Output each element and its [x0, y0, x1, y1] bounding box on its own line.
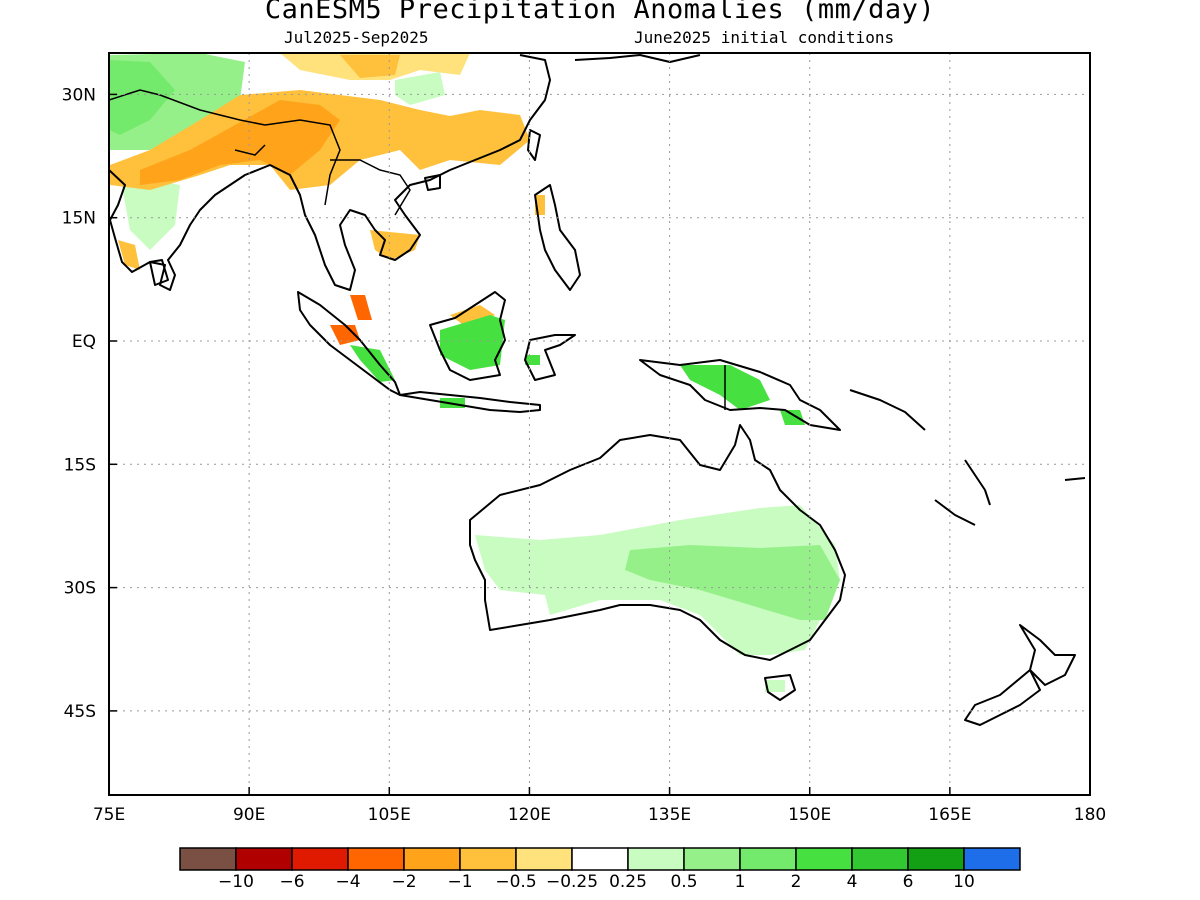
- colorbar-swatch: [179, 847, 237, 871]
- lon-tick-label: 180: [1074, 805, 1106, 825]
- colorbar-swatch: [571, 847, 629, 871]
- colorbar-swatch: [963, 847, 1021, 871]
- colorbar-label: 10: [953, 872, 975, 892]
- colorbar-label: 4: [846, 872, 858, 892]
- lon-tick-label: 90E: [233, 805, 265, 825]
- colorbar-swatch: [403, 847, 461, 871]
- border-india-nepal: [159, 94, 266, 126]
- border-bangladesh: [234, 144, 266, 156]
- colorbar-label: −1: [447, 872, 473, 892]
- lat-tick-label: 30S: [64, 579, 96, 599]
- wet-anomaly-png-east: [780, 410, 805, 425]
- lat-tick-label: 45S: [64, 702, 96, 722]
- lat-tick-label: EQ: [72, 332, 96, 352]
- colorbar-swatch: [795, 847, 853, 871]
- lon-tick-label: 120E: [508, 805, 551, 825]
- wet-anomaly-sulawesi: [525, 355, 540, 365]
- anomaly-shading: [109, 53, 840, 692]
- colorbar-swatch: [907, 847, 965, 871]
- colorbar-label: −0.25: [545, 872, 599, 892]
- wet-anomaly-nw-core: [109, 60, 175, 135]
- lat-tick-label: 30N: [62, 85, 96, 105]
- lon-tick-label: 135E: [648, 805, 691, 825]
- map-title: CanESM5 Precipitation Anomalies (mm/day): [264, 0, 936, 25]
- dry-anomaly-china: [430, 110, 520, 150]
- colorbar-swatch: [291, 847, 349, 871]
- colorbar-swatch: [515, 847, 573, 871]
- colorbar-label: 2: [790, 872, 802, 892]
- dry-anomaly-tibet-core: [340, 55, 400, 78]
- colorbar-label: −4: [335, 872, 361, 892]
- coast-nz-north: [1019, 624, 1076, 686]
- coast-solomons: [849, 389, 926, 431]
- wet-anomaly-australia-core: [625, 545, 840, 620]
- dry-anomaly-malaysia: [350, 295, 372, 320]
- map-frame: [108, 52, 1091, 796]
- coast-srilanka: [149, 259, 169, 286]
- colorbar-label: −2: [391, 872, 417, 892]
- lon-tick-label: 105E: [368, 805, 411, 825]
- wet-anomaly-tasmania: [765, 680, 785, 692]
- coast-taiwan: [527, 129, 541, 161]
- coast-nz-south: [964, 669, 1041, 726]
- colorbar-swatch: [347, 847, 405, 871]
- lon-tick-label: 150E: [788, 805, 831, 825]
- coast-java: [399, 391, 541, 413]
- coast-sulawesi: [524, 334, 576, 381]
- lon-tick-label: 75E: [93, 805, 125, 825]
- border-myanmar: [264, 119, 341, 206]
- border-pakistan: [109, 89, 161, 101]
- coast-sumatra: [297, 291, 401, 396]
- colorbar-swatch: [627, 847, 685, 871]
- colorbar-label: 0.25: [609, 872, 647, 892]
- initial-conditions: June2025 initial conditions: [634, 28, 895, 47]
- coast-japan: [574, 54, 701, 63]
- lat-tick-label: 15N: [62, 209, 96, 229]
- border-indochina: [330, 159, 411, 216]
- colorbar-swatch: [235, 847, 293, 871]
- wet-anomaly-borneo: [440, 315, 505, 370]
- colorbar-label: 0.5: [670, 872, 698, 892]
- dry-anomaly-borneo: [450, 305, 495, 330]
- coast-vanuatu: [964, 459, 991, 506]
- dry-anomaly-india-south: [118, 240, 140, 270]
- axis-ticks: 75E 90E 105E 120E 135E 150E 165E 180 30N 15N EQ 15S…: [62, 85, 1107, 825]
- coast-tasmania: [764, 674, 796, 701]
- forecast-period: Jul2025-Sep2025: [284, 28, 429, 47]
- colorbar-label: 6: [902, 872, 914, 892]
- colorbar-swatch: [739, 847, 797, 871]
- colorbar-label: 1: [734, 872, 746, 892]
- colorbar-swatch: [459, 847, 517, 871]
- wet-anomaly-india: [120, 175, 180, 250]
- coast-philippines: [534, 184, 581, 291]
- colorbar: [179, 847, 1021, 871]
- wet-anomaly-sumatra: [350, 345, 395, 382]
- grid-lines: [109, 53, 1090, 795]
- colorbar-swatch: [851, 847, 909, 871]
- colorbar-label: −10: [218, 872, 254, 892]
- colorbar-label: −6: [279, 872, 305, 892]
- coast-newguinea: [639, 359, 841, 431]
- colorbar-label: −0.5: [495, 872, 537, 892]
- lat-tick-label: 15S: [64, 455, 96, 475]
- dry-anomaly-sumatra: [330, 325, 360, 345]
- wet-anomaly-china: [395, 72, 445, 105]
- coast-fiji: [1064, 477, 1086, 481]
- coast-hainan: [424, 174, 441, 191]
- colorbar-swatch: [683, 847, 741, 871]
- coast-borneo: [429, 291, 506, 381]
- country-borders: [109, 89, 726, 410]
- lon-tick-label: 165E: [928, 805, 971, 825]
- coast-newcaledonia: [934, 499, 976, 526]
